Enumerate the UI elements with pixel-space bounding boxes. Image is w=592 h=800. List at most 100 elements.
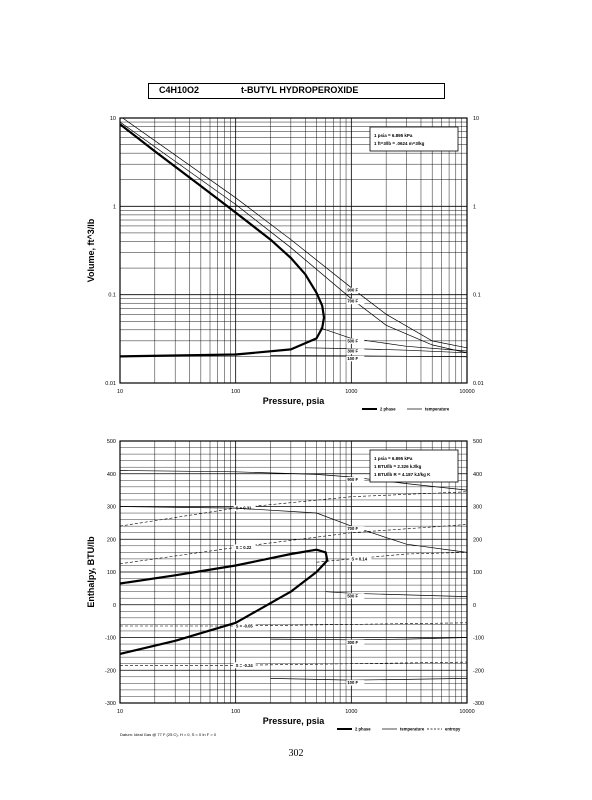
chart1-conversion-note-line: 1 ft^3/lb = .0624 m^3/kg [374, 141, 425, 146]
page-number: 302 [288, 748, 304, 759]
chart2-conversion-note-line: 1 BTU/lb = 2.326 kJ/kg [374, 464, 422, 469]
chart2-conversion-note-box [369, 449, 459, 483]
chart2-entropy-line [120, 622, 467, 627]
chart2-isotherm-line [270, 637, 467, 641]
chart1-y-tick-label-right: 1 [473, 204, 476, 210]
chart2-entropy-label-bg [233, 505, 256, 512]
chart1-y-tick-label-left: 0.01 [105, 381, 116, 387]
chart1-y-tick-label-right: 0.1 [473, 293, 481, 299]
chart1-two-phase-curve [120, 123, 326, 358]
chart2-y-axis-label: Enthalpy, BTU/lb [86, 536, 96, 608]
chart2-x-tick-label: 1000 [345, 709, 357, 715]
chart2-y-tick-label-left: 100 [107, 570, 116, 576]
chart1-isotherm-label: 300 F [347, 349, 358, 354]
chart2-y-tick-label-right: 400 [473, 472, 482, 478]
chart1-y-tick-label-right: 0.01 [473, 381, 484, 387]
chart2-isotherm-label: 300 F [347, 640, 358, 645]
chart2-entropy-label-bg [233, 544, 256, 551]
chart1-x-tick-label: 10 [117, 389, 123, 395]
chart2-isotherm-label: 100 F [347, 680, 358, 685]
chart2-y-tick-label-left: -300 [105, 701, 116, 707]
chart2-y-tick-label-right: -200 [473, 668, 484, 674]
chart1-x-tick-label: 100 [231, 389, 240, 395]
chart1-isotherm-label-bg [346, 298, 365, 305]
chart2-isotherm-line [270, 678, 467, 681]
chart2-y-tick-label-left: 400 [107, 472, 116, 478]
chart2-y-tick-label-left: 0 [113, 603, 116, 609]
chart2-isotherm-label: 700 F [347, 526, 358, 531]
chart2-isotherm-line [325, 591, 467, 597]
chart1-isotherm-line [305, 347, 467, 354]
chart1-legend-label: temperature [425, 407, 450, 412]
chart2-isotherm-label-bg [346, 477, 365, 483]
chart2-plot-frame [119, 440, 468, 704]
chart2-isotherm-label-bg [346, 680, 365, 686]
chart2-legend-label: 2 phase [355, 727, 371, 732]
chart1-isotherm-label-bg [346, 287, 365, 294]
chart2-y-tick-label-right: -100 [473, 636, 484, 642]
chart1-conversion-note-line: 1 psia = 6.895 kPa [374, 133, 413, 138]
chart2-entropy-label: S = 0.31 [236, 506, 252, 511]
chart2-y-tick-label-left: 500 [107, 439, 116, 445]
chart2-conversion-note-line: 1 BTU/lb R = 4.187 kJ/kg K [374, 472, 431, 477]
chart1-isotherm-label: 100 F [347, 356, 358, 361]
chart1-x-tick-label: 10000 [459, 389, 474, 395]
chart1-x-tick-label: 1000 [345, 389, 357, 395]
chart1-isotherm-label-bg [346, 348, 365, 355]
chart1-isotherm-line [120, 121, 467, 354]
chart2-y-tick-label-right: 200 [473, 537, 482, 543]
chart-title-box: C4H10O2 t-BUTYL HYDROPEROXIDE [148, 83, 445, 99]
chart1-legend-label: 2 phase [380, 407, 396, 412]
chart2-y-tick-label-right: 500 [473, 439, 482, 445]
chart2-y-tick-label-right: -300 [473, 701, 484, 707]
chart1-x-axis-label: Pressure, psia [263, 396, 326, 406]
chart2-y-tick-label-left: 200 [107, 537, 116, 543]
chart2-y-tick-label-right: 300 [473, 505, 482, 511]
chart2-x-tick-label: 10000 [459, 709, 474, 715]
chart1-isotherm-line [320, 327, 467, 352]
chart2-isotherm-line [120, 506, 467, 553]
chart2-entropy-label: S = -0.24 [236, 663, 254, 668]
chart2-entropy-label-bg [233, 623, 256, 630]
chart2-conversion-note-line: 1 psia = 6.895 kPa [374, 456, 413, 461]
chart1-y-tick-label-left: 10 [110, 116, 116, 122]
chart2-x-tick-label: 100 [231, 709, 240, 715]
chart1-isotherm-label: 500 F [347, 338, 358, 343]
chart1-isotherm-line [270, 355, 467, 358]
chart2-legend-label: entropy [445, 727, 461, 732]
chart2-y-tick-label-right: 100 [473, 570, 482, 576]
chart2-entropy-label: S = 0.22 [236, 545, 252, 550]
chart2-y-tick-label-left: -100 [105, 636, 116, 642]
chart2-entropy-label-bg [349, 555, 372, 562]
chart2-isotherm-label: 900 F [347, 477, 358, 482]
chart2-entropy-label: S = 0.14 [351, 556, 367, 561]
chart2-x-axis-label: Pressure, psia [263, 716, 326, 726]
chart2-y-tick-label-right: 0 [473, 603, 476, 609]
chart1-conversion-note-box [369, 126, 459, 152]
chart1-isotherm-label-bg [346, 355, 365, 362]
chart1-plot-frame [119, 117, 468, 384]
datum-footnote: Datum: Ideal Gas @ 77 F (25 C), H = 0, S… [120, 732, 216, 737]
chart2-y-tick-label-left: -200 [105, 668, 116, 674]
chart2-isotherm-label-bg [346, 526, 365, 532]
chart1-isotherm-label-bg [346, 338, 365, 344]
chart2-isotherm-label-bg [346, 639, 365, 646]
chemical-formula: C4H10O2 [159, 85, 200, 95]
chart2-entropy-label: S = -0.05 [236, 624, 254, 629]
chart1-y-axis-label: Volume, ft^3/lb [86, 218, 96, 282]
chart2-entropy-line [120, 491, 467, 527]
chart2-isotherm-label-bg [346, 593, 365, 599]
chemical-name: t-BUTYL HYDROPEROXIDE [241, 85, 359, 95]
chart1-isotherm-label: 900 F [347, 288, 358, 293]
chart2-y-tick-label-left: 300 [107, 505, 116, 511]
chart2-legend-label: temperature [400, 727, 425, 732]
chart1-y-tick-label-left: 1 [113, 204, 116, 210]
chart1-isotherm-label: 700 F [347, 299, 358, 304]
chart2-x-tick-label: 10 [117, 709, 123, 715]
chart2-two-phase-curve [120, 548, 329, 655]
chart2-isotherm-label: 500 F [347, 593, 358, 598]
chart2-entropy-line [120, 661, 467, 666]
chart1-y-tick-label-left: 0.1 [108, 293, 116, 299]
chart1-y-tick-label-right: 10 [473, 116, 479, 122]
